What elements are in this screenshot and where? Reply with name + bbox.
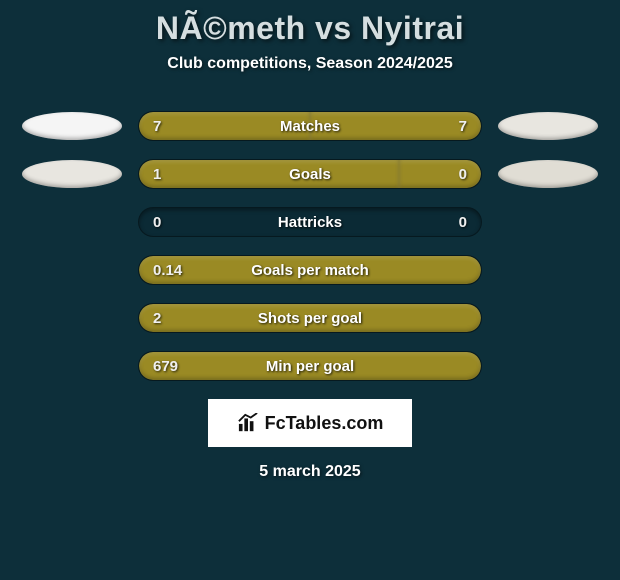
logo-text: FcTables.com [265,413,384,434]
player-left-oval-1 [22,112,122,140]
stat-row-hattricks: 0 Hattricks 0 [0,207,620,237]
player-right-oval-2 [498,160,598,188]
stat-left-fill [139,352,481,380]
stat-left-fill [139,112,310,140]
stat-label: Hattricks [278,214,342,231]
stat-right-value: 0 [459,214,467,231]
stat-left-value: 0 [153,214,161,231]
stat-left-fill [139,160,399,188]
stat-right-fill [310,112,481,140]
stat-row-shots-per-goal: 2 Shots per goal [0,303,620,333]
stat-bar-min-per-goal: 679 Min per goal [138,351,482,381]
fctables-logo: FcTables.com [208,399,412,447]
stat-row-matches: 7 Matches 7 [0,111,620,141]
player-left-oval-2 [22,160,122,188]
stat-right-fill [399,160,481,188]
bar-chart-icon [237,413,259,433]
stat-row-goals: 1 Goals 0 [0,159,620,189]
page-subtitle: Club competitions, Season 2024/2025 [0,55,620,73]
date-text: 5 march 2025 [0,463,620,481]
stat-bar-hattricks: 0 Hattricks 0 [138,207,482,237]
stat-left-fill [139,304,481,332]
page-title: NÃ©meth vs Nyitrai [0,10,620,47]
stat-row-min-per-goal: 679 Min per goal [0,351,620,381]
stat-bar-goals: 1 Goals 0 [138,159,482,189]
stat-bar-goals-per-match: 0.14 Goals per match [138,255,482,285]
stat-left-fill [139,256,481,284]
player-right-oval-1 [498,112,598,140]
stat-bar-shots-per-goal: 2 Shots per goal [138,303,482,333]
stat-row-goals-per-match: 0.14 Goals per match [0,255,620,285]
stat-bar-matches: 7 Matches 7 [138,111,482,141]
